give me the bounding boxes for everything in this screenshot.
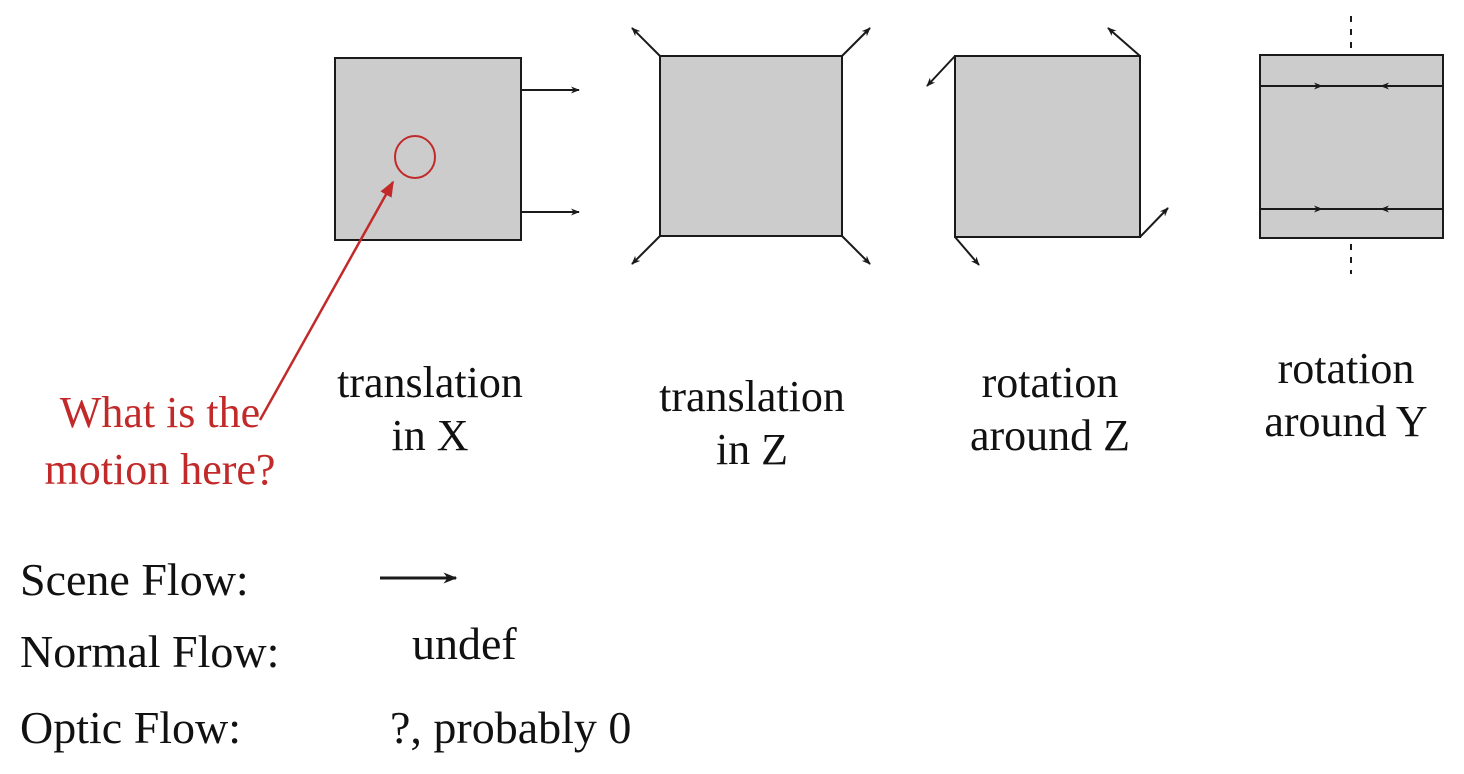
panel-rotation-y <box>1259 16 1444 274</box>
flow-arrow <box>841 235 871 265</box>
panel-translation-z <box>631 27 871 265</box>
optic-flow-label: Optic Flow: <box>20 702 242 753</box>
flow-arrow <box>954 236 980 266</box>
label-rotation-y: rotation around Y <box>1264 344 1428 446</box>
flow-arrow <box>631 27 661 57</box>
flow-arrow <box>631 235 661 265</box>
label-translation-x: translation in X <box>337 358 523 460</box>
square-translation-x <box>334 57 522 241</box>
scene-flow-label: Scene Flow: <box>20 554 249 605</box>
normal-flow-label: Normal Flow: <box>20 626 280 677</box>
square-rotation-z <box>954 55 1141 238</box>
panel-rotation-z <box>926 27 1169 266</box>
flow-arrow <box>841 27 871 57</box>
label-translation-z: translation in Z <box>659 372 845 474</box>
flow-arrow <box>926 55 956 87</box>
point-of-interest-circle <box>394 135 436 179</box>
label-rotation-z: rotation around Z <box>969 358 1131 460</box>
optic-flow-value: ?, probably 0 <box>390 702 632 753</box>
annotation-question: What is the motion here? <box>44 388 276 494</box>
normal-flow-value: undef <box>412 618 517 669</box>
flow-arrow <box>1139 207 1169 238</box>
square-rotation-y <box>1259 54 1444 239</box>
panel-translation-x <box>334 57 580 241</box>
square-translation-z <box>659 55 843 237</box>
annotation-pointer-arrow <box>258 180 395 421</box>
flow-arrow <box>1107 27 1141 57</box>
